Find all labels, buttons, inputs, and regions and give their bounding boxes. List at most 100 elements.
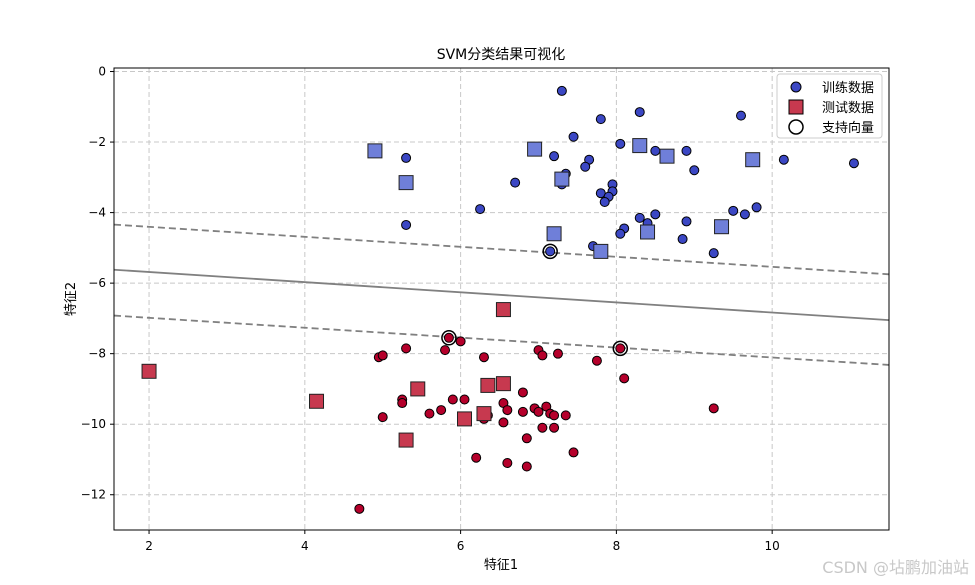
- train-point: [440, 345, 451, 356]
- y-tick-label: −6: [88, 276, 106, 290]
- train-point: [521, 461, 532, 472]
- train-point: [599, 197, 610, 208]
- train-point: [354, 503, 365, 514]
- margin-line: [113, 314, 890, 366]
- support-vector-ring: [542, 243, 558, 260]
- train-point: [397, 398, 408, 409]
- test-point: [546, 226, 562, 242]
- train-point: [615, 138, 626, 149]
- train-point: [436, 405, 447, 416]
- x-tick-label: 4: [301, 539, 309, 553]
- legend-label-train: 训练数据: [822, 81, 874, 96]
- legend: 训练数据 测试数据 支持向量: [776, 73, 883, 139]
- chart-title: SVM分类结果可视化: [437, 47, 566, 63]
- y-tick-label: −8: [88, 347, 106, 361]
- test-point: [714, 219, 730, 235]
- legend-marker-test: [788, 99, 804, 115]
- legend-box: [776, 73, 883, 139]
- train-point: [424, 408, 435, 419]
- legend-marker-support-vector: [788, 119, 804, 135]
- x-tick-label: 6: [457, 539, 465, 553]
- decision-lines: [113, 223, 890, 366]
- train-point: [502, 457, 513, 468]
- x-tick-label: 2: [145, 539, 153, 553]
- x-axis-ticks: 2 4 6 8 10: [145, 530, 780, 553]
- test-point: [554, 171, 570, 187]
- legend-label-test: 测试数据: [822, 101, 874, 116]
- support-vector-ring: [612, 340, 629, 357]
- train-point: [537, 422, 548, 433]
- train-point: [708, 248, 719, 259]
- train-point: [568, 447, 579, 458]
- test-point: [410, 381, 426, 397]
- train-point: [650, 145, 661, 156]
- y-tick-label: −10: [81, 417, 106, 431]
- train-point: [580, 161, 591, 172]
- train-point: [401, 219, 412, 230]
- train-point: [549, 151, 560, 162]
- train-point: [517, 387, 528, 398]
- train-point: [549, 422, 560, 433]
- support-vector-ring: [441, 330, 457, 346]
- train-point: [848, 158, 859, 169]
- margin-line: [113, 223, 890, 276]
- test-point: [593, 243, 609, 259]
- train-point: [552, 348, 563, 359]
- y-tick-label: −2: [88, 135, 106, 149]
- x-tick-label: 8: [613, 539, 621, 553]
- legend-marker-train: [790, 81, 802, 93]
- test-point: [640, 224, 656, 240]
- test-point: [398, 432, 414, 448]
- train-point: [517, 406, 528, 417]
- test-point: [495, 376, 511, 392]
- test-point: [480, 377, 496, 393]
- train-point: [619, 373, 630, 384]
- data-points: [141, 85, 859, 514]
- train-point: [498, 417, 509, 428]
- train-point: [443, 332, 454, 343]
- train-point: [549, 410, 560, 421]
- plot-frame: [113, 67, 890, 531]
- train-point: [510, 177, 521, 188]
- test-point: [367, 143, 383, 159]
- test-point: [476, 406, 492, 422]
- train-point: [556, 85, 567, 96]
- train-point: [401, 343, 412, 354]
- train-point: [615, 343, 626, 354]
- train-point: [595, 114, 606, 125]
- test-point: [398, 175, 414, 191]
- test-point: [457, 411, 473, 427]
- train-point: [634, 212, 645, 223]
- train-point: [545, 246, 556, 257]
- train-point: [708, 403, 719, 414]
- train-point: [533, 406, 544, 417]
- test-point: [527, 141, 543, 157]
- train-point: [447, 394, 458, 405]
- train-point: [615, 228, 626, 239]
- train-point: [751, 202, 762, 213]
- train-point: [377, 412, 388, 423]
- train-point: [560, 410, 571, 421]
- watermark: CSDN @坫鹏加油站: [822, 558, 969, 577]
- train-point: [778, 154, 789, 165]
- y-axis-label: 特征2: [64, 282, 79, 316]
- train-point: [650, 209, 661, 220]
- x-axis-label: 特征1: [484, 558, 518, 573]
- train-point: [478, 352, 489, 363]
- x-tick-label: 10: [765, 539, 780, 553]
- train-point: [634, 107, 645, 118]
- y-tick-label: −4: [88, 206, 106, 220]
- train-point: [739, 209, 750, 220]
- test-point: [495, 302, 511, 318]
- train-point: [455, 336, 466, 347]
- train-point: [681, 145, 692, 156]
- train-point: [471, 452, 482, 463]
- y-axis-ticks: 0 −2 −4 −6 −8 −10 −12: [81, 65, 114, 502]
- test-point: [141, 363, 157, 379]
- test-point: [632, 138, 648, 154]
- train-point: [401, 152, 412, 163]
- train-point: [475, 204, 486, 215]
- train-point: [591, 355, 602, 366]
- train-point: [689, 165, 700, 176]
